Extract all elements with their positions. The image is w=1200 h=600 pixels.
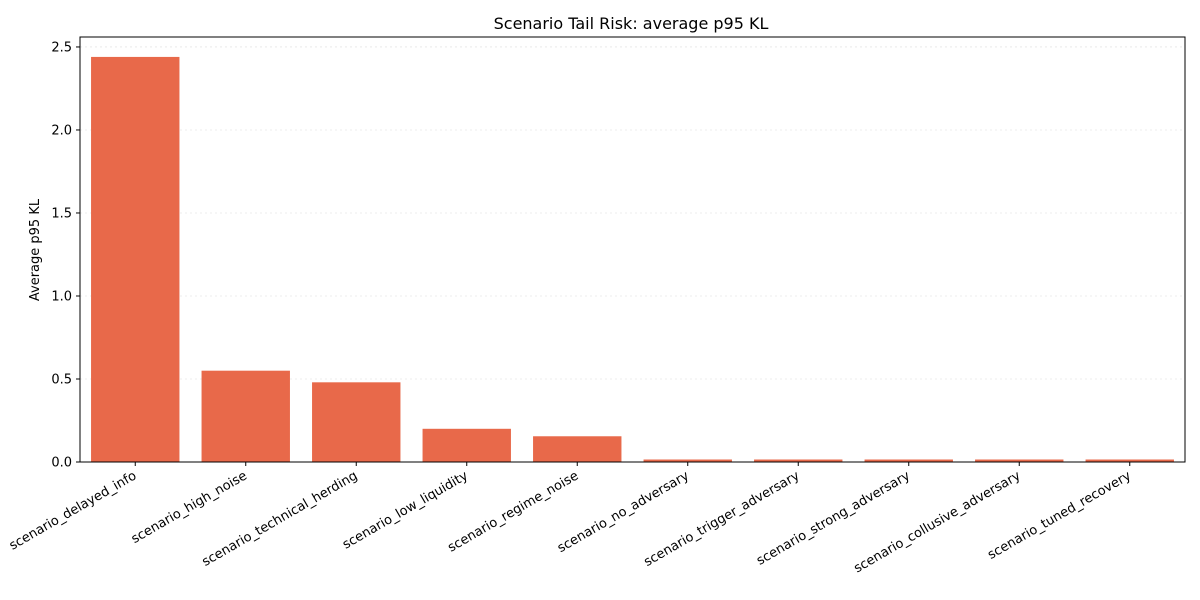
y-axis-label: Average p95 KL bbox=[28, 198, 43, 301]
bar-scenario-trigger-adversary bbox=[754, 459, 843, 462]
bar-scenario-strong-adversary bbox=[864, 459, 953, 462]
y-tick-label: 2.0 bbox=[51, 123, 72, 138]
y-tick-label: 1.5 bbox=[51, 206, 72, 221]
x-tick-label: scenario_high_noise bbox=[129, 468, 250, 546]
bar-scenario-collusive-adversary bbox=[975, 459, 1064, 462]
chart-title: Scenario Tail Risk: average p95 KL bbox=[494, 14, 769, 33]
y-tick-label: 0.0 bbox=[51, 456, 72, 471]
bar-scenario-high-noise bbox=[201, 370, 290, 462]
bar-scenario-technical-herding bbox=[312, 382, 401, 462]
x-tick-label: scenario_delayed_info bbox=[7, 468, 139, 553]
bar-scenario-low-liquidity bbox=[422, 428, 511, 462]
plot-frame bbox=[79, 36, 1186, 463]
bar-scenario-tuned-recovery bbox=[1085, 459, 1174, 462]
y-tick-label: 2.5 bbox=[51, 40, 72, 55]
bar-scenario-delayed-info bbox=[91, 56, 180, 462]
y-tick-label: 1.0 bbox=[51, 289, 72, 304]
y-tick-label: 0.5 bbox=[51, 372, 72, 387]
bar-scenario-regime-noise bbox=[533, 436, 622, 462]
bar-scenario-no-adversary bbox=[643, 459, 732, 462]
